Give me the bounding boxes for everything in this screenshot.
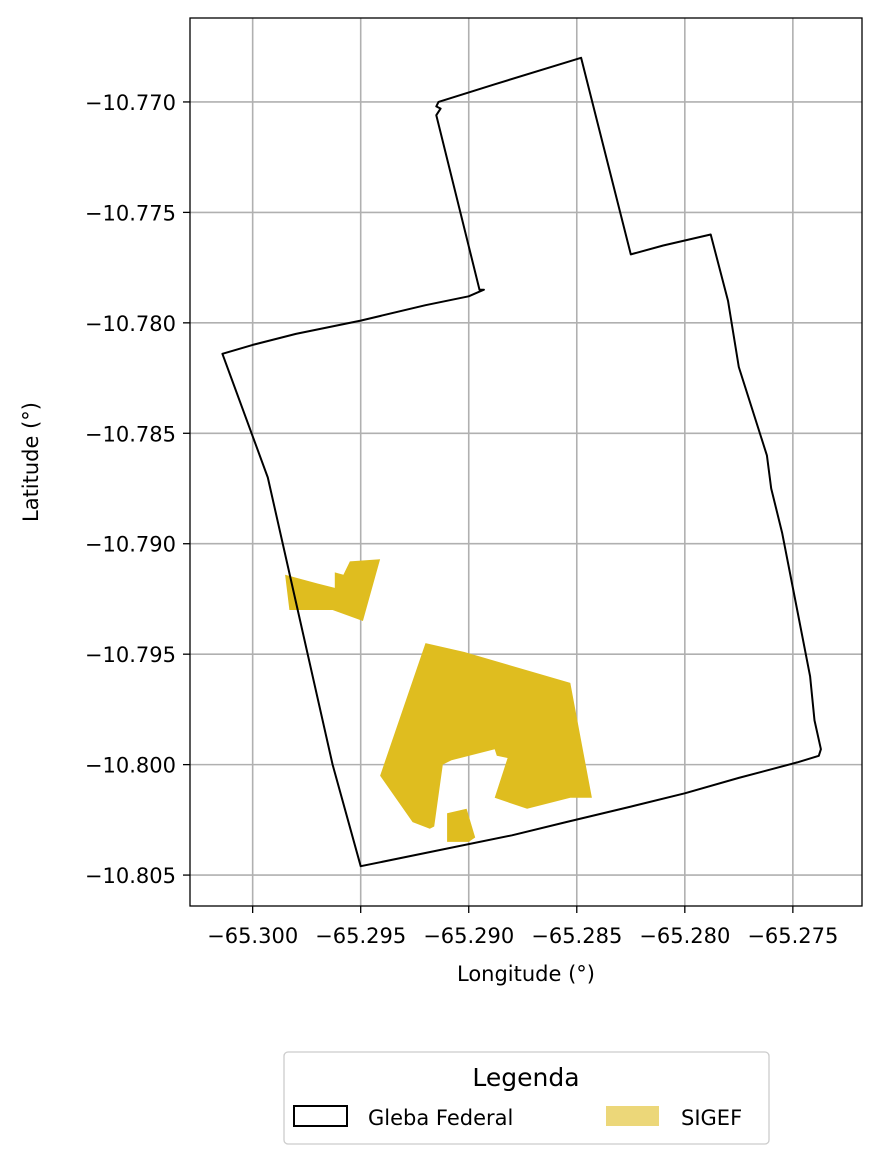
plot-frame [189, 17, 863, 907]
x-tick-label: −65.295 [315, 924, 406, 948]
y-tick-label: −10.790 [85, 533, 176, 557]
x-tick-label: −65.275 [747, 924, 838, 948]
x-tick-label: −65.290 [423, 924, 514, 948]
x-tick-label: −65.280 [639, 924, 730, 948]
sigef-polygon [380, 643, 592, 829]
y-axis-label: Latitude (°) [19, 402, 43, 522]
gleba-federal-polygon [221, 56, 822, 868]
x-axis-label: Longitude (°) [457, 962, 595, 986]
y-tick-label: −10.785 [85, 422, 176, 446]
y-tick-label: −10.795 [85, 643, 176, 667]
sigef-polygon [285, 559, 381, 621]
legend-title: Legenda [472, 1063, 579, 1092]
x-tick-label: −65.285 [531, 924, 622, 948]
sigef-polygon [447, 808, 476, 842]
grid-lines [190, 18, 862, 906]
y-tick-label: −10.780 [85, 312, 176, 336]
map-layers [221, 56, 822, 868]
axis-ticks: −65.300 −65.295 −65.290 −65.285 −65.280 −65.2… [85, 91, 838, 948]
legend-label-gleba-federal: Gleba Federal [368, 1106, 513, 1130]
legend-swatch-sigef [606, 1106, 659, 1126]
legend: Legenda Gleba Federal SIGEF [283, 1051, 770, 1145]
y-tick-label: −10.805 [85, 864, 176, 888]
y-tick-label: −10.770 [85, 91, 176, 115]
legend-swatch-gleba-federal [293, 1105, 348, 1127]
y-tick-label: −10.775 [85, 201, 176, 225]
x-tick-label: −65.300 [207, 924, 298, 948]
y-tick-label: −10.800 [85, 754, 176, 778]
legend-label-sigef: SIGEF [681, 1106, 742, 1130]
